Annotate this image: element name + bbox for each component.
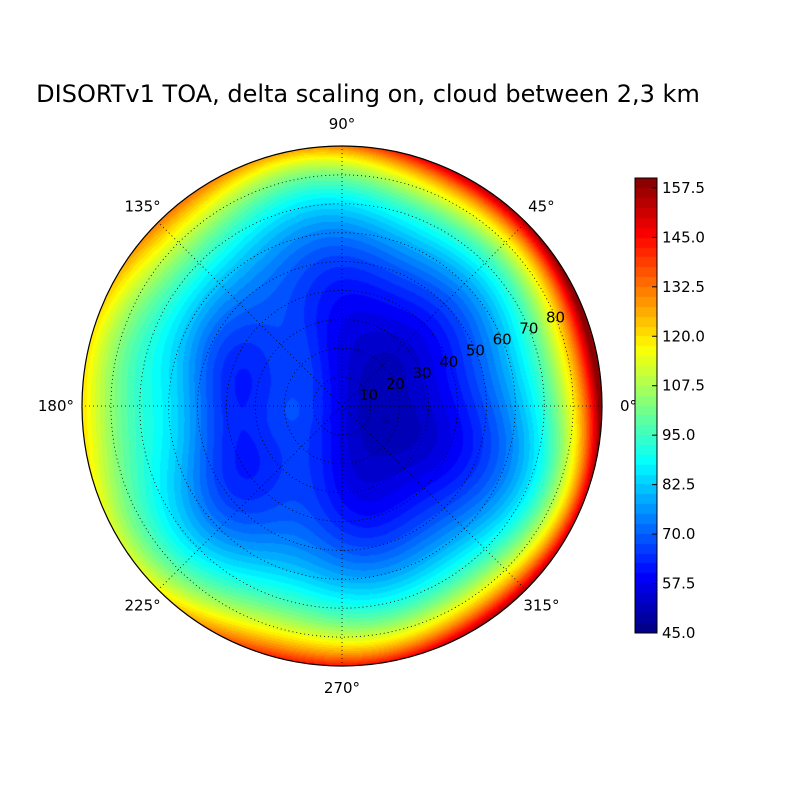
radial-tick-labels: 10 20 30 40 50 60 70 80: [359, 309, 565, 404]
polar-frame: [81, 145, 603, 667]
angle-tick-label: 45°: [528, 198, 555, 216]
radial-grid-circle: [283, 347, 401, 465]
angle-tick-label: 180°: [38, 397, 74, 415]
colorbar-frame: [634, 177, 658, 634]
angle-tick-label: 90°: [329, 115, 356, 133]
radial-tick-label: 50: [466, 342, 485, 360]
colorbar-tick-label: 145.0: [662, 228, 705, 246]
angle-tick-label: 0°: [620, 397, 637, 415]
angle-tick-label: 270°: [324, 679, 360, 697]
radial-tick-label: 20: [386, 375, 405, 393]
radial-grid-circle: [168, 232, 516, 580]
colorbar-tick-label: 107.5: [662, 377, 705, 395]
angle-tick-label: 225°: [125, 596, 161, 614]
angle-tick-label: 135°: [125, 198, 161, 216]
radial-grid-circle: [226, 290, 458, 522]
radial-tick-label: 70: [519, 320, 538, 338]
radial-grid-circle: [139, 203, 545, 609]
polar-grid: [82, 146, 602, 666]
colorbar-tick-label: 120.0: [662, 327, 705, 345]
colorbar-tick-label: 57.5: [662, 575, 695, 593]
radial-tick-label: 10: [359, 386, 378, 404]
colorbar: [635, 178, 657, 633]
colorbar-tick-label: 70.0: [662, 525, 695, 543]
angle-grid-line: [157, 405, 343, 591]
angle-grid-line: [157, 221, 343, 407]
radial-tick-label: 30: [413, 364, 432, 382]
colorbar-tick-label: 45.0: [662, 624, 695, 642]
colorbar-tick-label: 157.5: [662, 179, 705, 197]
colorbar-tick-label: 95.0: [662, 426, 695, 444]
colorbar-tick-label: 132.5: [662, 278, 705, 296]
angle-grid-line: [341, 221, 527, 407]
radial-tick-label: 60: [493, 331, 512, 349]
radial-tick-label: 40: [439, 353, 458, 371]
chart-title: DISORTv1 TOA, delta scaling on, cloud be…: [36, 80, 700, 108]
radial-tick-label: 80: [546, 309, 565, 327]
angle-grid-line: [341, 405, 527, 591]
radial-grid-circle: [254, 318, 430, 494]
angle-tick-labels: 0° 45° 90° 135° 180° 225° 270° 315°: [38, 115, 637, 697]
colorbar-ticks: 45.0 57.5 70.0 82.5 95.0 107.5 120.0 132.5 145.0…: [652, 179, 705, 642]
colorbar-tick-label: 82.5: [662, 476, 695, 494]
radial-grid-circle: [110, 174, 574, 638]
angle-tick-label: 315°: [523, 596, 559, 614]
